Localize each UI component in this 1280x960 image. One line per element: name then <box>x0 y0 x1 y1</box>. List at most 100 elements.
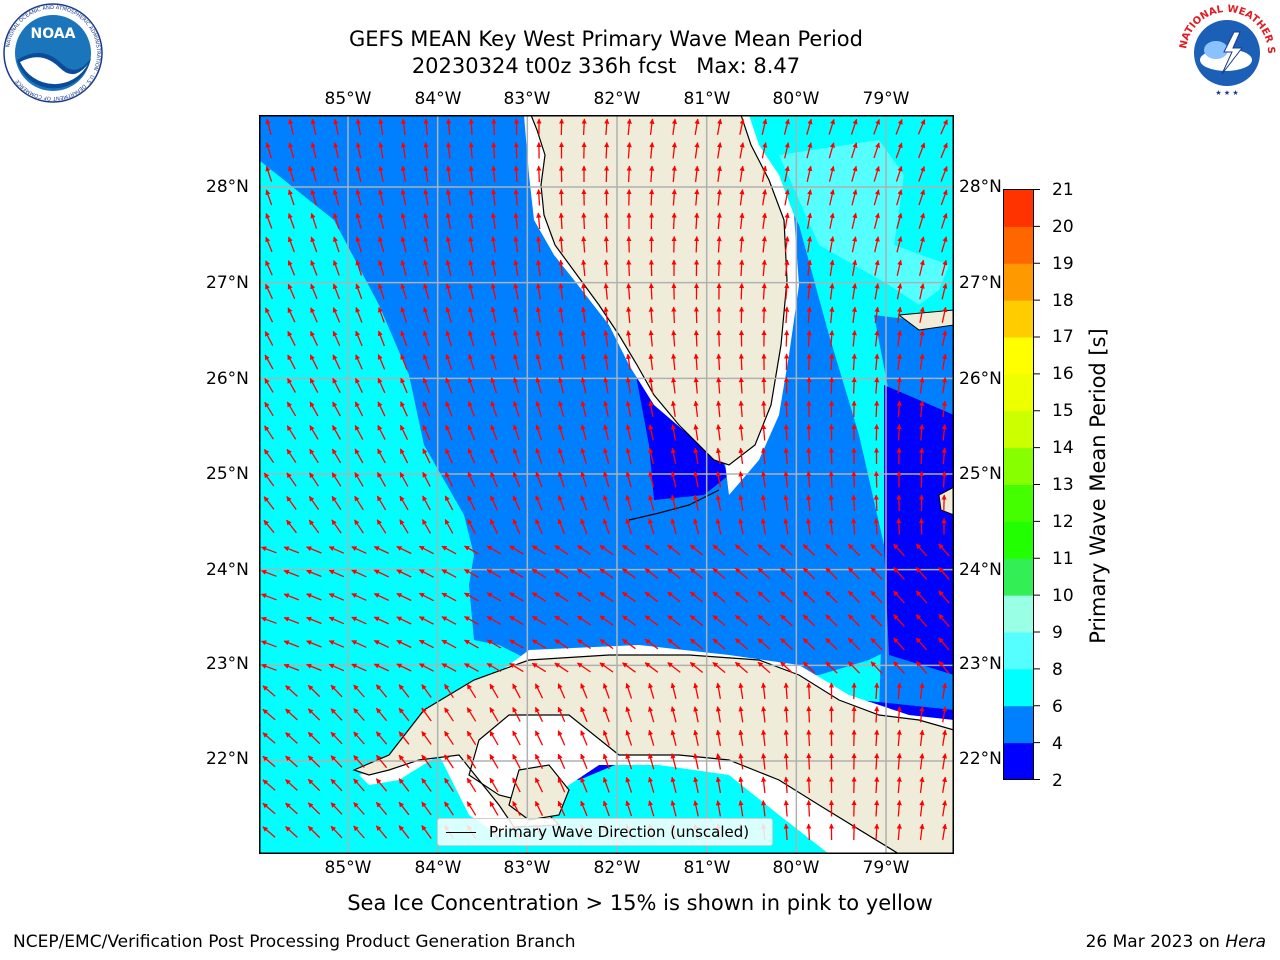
wave-arrow <box>671 377 677 394</box>
wave-arrow <box>761 423 767 441</box>
wave-arrow <box>468 353 475 370</box>
wave-arrow <box>421 754 432 769</box>
wave-arrow <box>534 777 544 793</box>
wave-arrow <box>557 518 566 535</box>
wave-arrow <box>802 614 816 627</box>
wave-arrow <box>851 517 857 535</box>
wave-arrow <box>351 663 367 672</box>
wave-arrow <box>531 592 547 602</box>
wave-arrow <box>328 663 345 672</box>
wave-arrow <box>513 400 520 417</box>
legend-label: Primary Wave Direction (unscaled) <box>489 823 750 841</box>
wave-arrow <box>626 118 632 136</box>
wave-arrow <box>310 212 318 229</box>
wave-arrow <box>738 447 744 464</box>
wave-arrow <box>264 354 274 370</box>
wave-arrow <box>441 545 457 555</box>
colorbar-swatch <box>1003 595 1034 633</box>
wave-arrow <box>738 800 744 817</box>
wave-arrow <box>310 307 318 323</box>
wave-arrow <box>648 729 655 746</box>
wave-arrow <box>693 518 700 535</box>
wave-arrow <box>603 377 609 394</box>
wave-arrow <box>468 118 474 136</box>
wave-arrow <box>330 731 343 745</box>
wave-arrow <box>513 330 520 347</box>
wave-arrow <box>576 568 591 579</box>
wave-arrow <box>373 593 389 601</box>
wave-arrow <box>757 614 771 627</box>
wave-arrow <box>377 401 386 417</box>
wave-arrow <box>467 424 476 441</box>
lon-label-bottom: 79°W <box>862 858 910 878</box>
wave-arrow <box>464 616 479 625</box>
colorbar-label: Primary Wave Mean Period [s] <box>1086 328 1110 644</box>
wave-arrow <box>851 470 857 488</box>
wave-arrow <box>351 593 367 601</box>
wave-arrow <box>919 353 925 370</box>
wave-arrow <box>941 470 947 488</box>
wave-arrow <box>287 307 296 323</box>
wave-arrow <box>783 423 789 441</box>
wave-arrow <box>328 616 345 625</box>
wave-arrow <box>466 683 477 699</box>
wave-arrow <box>874 823 880 841</box>
wave-arrow <box>648 800 655 817</box>
wave-arrow <box>535 259 542 276</box>
wave-arrow <box>938 543 950 557</box>
wave-arrow <box>351 569 367 578</box>
wave-arrow <box>535 377 542 394</box>
wave-arrow <box>941 306 948 323</box>
wave-arrow <box>421 731 432 745</box>
wave-arrow <box>378 142 384 159</box>
wave-arrow <box>396 592 412 602</box>
wave-arrow <box>716 400 722 418</box>
wave-arrow <box>874 729 880 747</box>
wave-arrow <box>806 259 813 276</box>
wave-arrow <box>422 377 431 394</box>
wave-arrow <box>603 235 609 253</box>
wave-arrow <box>444 801 454 816</box>
wave-arrow <box>689 567 704 580</box>
wave-arrow <box>355 377 363 393</box>
wave-arrow <box>761 752 767 770</box>
wave-arrow <box>896 353 902 370</box>
colorbar-swatch <box>1003 410 1034 449</box>
wave-arrow <box>400 354 408 370</box>
wave-arrow <box>512 424 520 441</box>
wave-arrow <box>625 353 632 370</box>
wave-arrow <box>622 544 636 556</box>
wave-arrow <box>715 706 722 723</box>
wave-arrow <box>825 661 838 674</box>
wave-arrow <box>602 800 610 817</box>
wave-arrow <box>806 752 812 770</box>
wave-arrow <box>693 376 699 394</box>
wave-arrow <box>355 189 362 206</box>
wave-arrow <box>580 330 587 347</box>
wave-arrow <box>667 591 681 603</box>
wave-arrow <box>263 472 275 487</box>
wave-arrow <box>896 776 902 794</box>
wave-arrow <box>489 730 499 746</box>
wave-arrow <box>378 236 385 253</box>
wave-arrow <box>918 212 925 229</box>
wave-arrow <box>874 400 880 418</box>
wave-arrow <box>850 118 858 135</box>
wave-arrow <box>354 519 364 534</box>
wave-arrow <box>261 569 277 577</box>
wave-arrow <box>780 638 793 650</box>
wave-arrow <box>919 800 925 817</box>
wave-arrow <box>288 165 295 182</box>
wave-arrow <box>761 212 768 229</box>
wave-arrow <box>490 212 497 229</box>
wave-arrow <box>941 682 948 700</box>
wave-arrow <box>896 517 902 535</box>
wave-arrow <box>625 447 632 464</box>
lon-label-bottom: 81°W <box>683 858 731 878</box>
wave-arrow <box>738 706 744 723</box>
wave-arrow <box>283 569 300 578</box>
wave-arrow <box>468 165 474 183</box>
wave-arrow <box>332 354 341 370</box>
footer-date: 26 Mar 2023 on Hera <box>1086 932 1266 952</box>
wave-arrow <box>919 306 925 323</box>
